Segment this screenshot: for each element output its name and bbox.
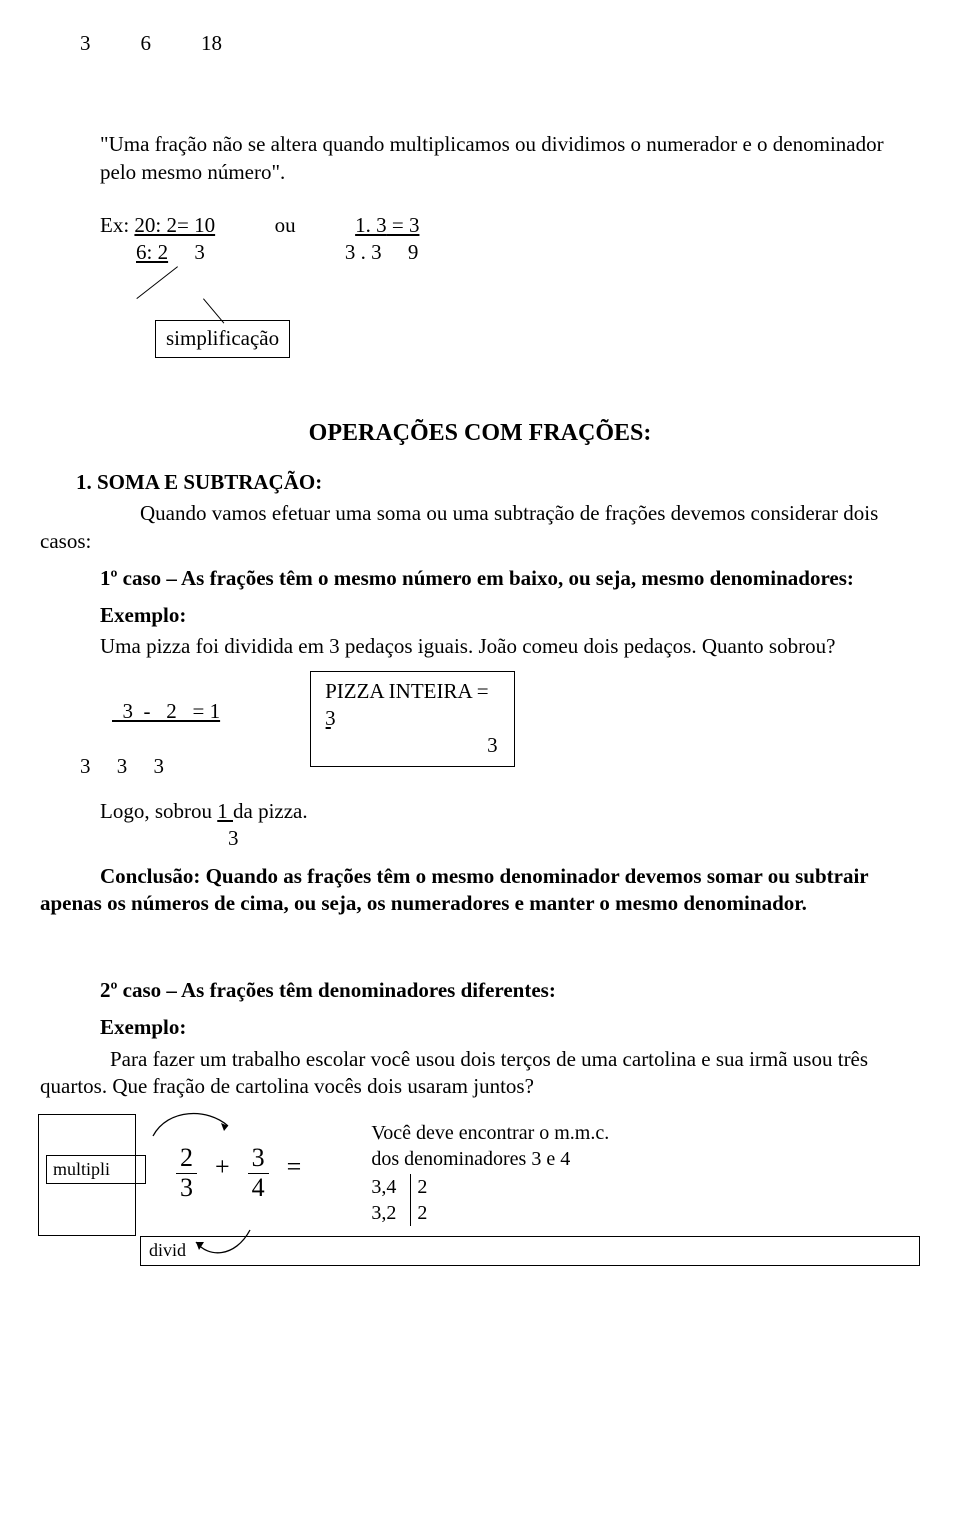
mmc-table: 3,4 2 3,2 2 [371,1174,609,1226]
case1-heading: 1º caso – As frações têm o mesmo número … [40,565,920,592]
case2-heading: 2º caso – As frações têm denominadores d… [40,977,920,1004]
section-title-operations: OPERAÇÕES COM FRAÇÕES: [40,418,920,449]
cartolina-problem: Para fazer um trabalho escolar você usou… [40,1046,920,1101]
curve-arrow-bottom-icon [190,1228,260,1264]
ex-6-2: 6: 2 [136,240,168,264]
frac1-num: 2 [176,1144,197,1174]
example-row-1: Ex: 20: 2= 10 ou 1. 3 = 3 [40,212,920,239]
mmc-block: Você deve encontrar o m.m.c. dos denomin… [371,1120,609,1226]
curve-arrow-top-icon [148,1106,238,1146]
ex-3a: 3 [194,240,205,264]
frac-bot: 3 3 3 [70,753,220,780]
frac-top: 3 - 2 = 1 [112,699,220,723]
simplification-box: simplificação [155,320,290,357]
pizza-problem: Uma pizza foi dividida em 3 pedaços igua… [40,633,920,660]
mmc-r1-r: 2 [411,1174,441,1200]
example-label: Ex: [100,213,129,237]
fraction-subtraction: 3 - 2 = 1 3 3 3 [70,671,220,780]
top-number-row: 3 6 18 [40,30,920,57]
ex-eq10: = 10 [177,213,215,237]
soma-title-text: 1. SOMA E SUBTRAÇÃO: [76,470,322,494]
num-6: 6 [141,30,152,57]
mmc-r2-l: 3,2 [371,1200,411,1226]
bottom-expression-row: multipli 2 3 + 3 4 = Você deve encontrar… [40,1120,920,1226]
simplification-box-wrap: simplificação [155,320,920,357]
frac1-den: 3 [180,1174,193,1203]
soma-heading: 1. SOMA E SUBTRAÇÃO: [40,469,920,496]
pizza-inteira-box: PIZZA INTEIRA = 3 3 [310,671,515,767]
ex-20-2: 20: 2 [134,213,177,237]
ex-3-3: 3 . 3 [345,240,382,264]
exemplo-label-1: Exemplo: [40,602,920,629]
frac2-num: 3 [248,1144,269,1174]
conclusion-case1: Conclusão: Quando as frações têm o mesmo… [40,863,920,918]
ex-1-3: 1. 3 [355,213,387,237]
frac2-den: 4 [252,1174,265,1203]
pizza-box-line1: PIZZA INTEIRA = 3 [325,679,489,730]
mmc-line1: Você deve encontrar o m.m.c. [371,1120,609,1146]
pizza-box-line2: 3 [325,732,500,759]
num-3: 3 [80,30,91,57]
mmc-r1-l: 3,4 [371,1174,411,1200]
num-18: 18 [201,30,222,57]
mmc-r2-r: 2 [411,1200,441,1226]
fraction-3-4: 3 4 [248,1144,269,1202]
soma-intro: Quando vamos efetuar uma soma ou uma sub… [40,500,920,555]
connector-line-1 [136,267,178,301]
exemplo-label-2: Exemplo: [40,1014,920,1041]
example-row-2: 6: 2 3 3 . 3 9 [40,239,920,266]
fraction-sum: 2 3 + 3 4 = [176,1144,301,1202]
logo-sobrou-denom: 3 [40,825,920,852]
ex-9: 9 [408,240,419,264]
fraction-2-3: 2 3 [176,1144,197,1202]
multipli-box: multipli [46,1155,146,1184]
equals-sign: = [287,1150,302,1196]
logo-sobrou: Logo, sobrou 1 da pizza. [40,798,920,825]
ex-ou: ou [275,213,296,237]
plus-sign: + [215,1150,230,1196]
ex-eq3: = 3 [387,213,420,237]
fraction-rule-quote: "Uma fração não se altera quando multipl… [40,131,920,186]
mmc-line2: dos denominadores 3 e 4 [371,1146,609,1172]
pizza-expression-row: 3 - 2 = 1 3 3 3 PIZZA INTEIRA = 3 3 [40,671,920,780]
